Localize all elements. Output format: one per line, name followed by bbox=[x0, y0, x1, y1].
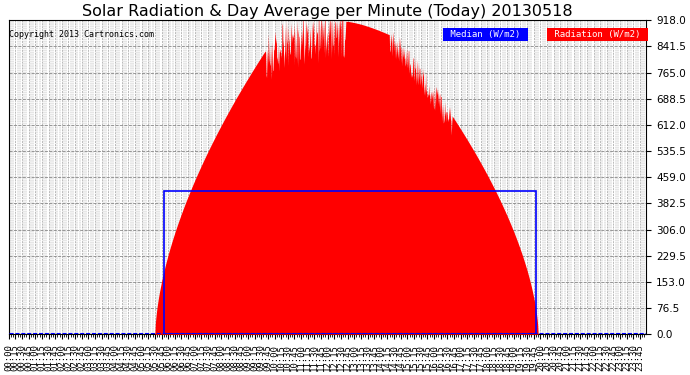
Bar bbox=[164, 190, 536, 334]
Text: Median (W/m2): Median (W/m2) bbox=[446, 30, 526, 39]
Title: Solar Radiation & Day Average per Minute (Today) 20130518: Solar Radiation & Day Average per Minute… bbox=[82, 4, 573, 19]
Text: Radiation (W/m2): Radiation (W/m2) bbox=[549, 30, 645, 39]
Text: Copyright 2013 Cartronics.com: Copyright 2013 Cartronics.com bbox=[9, 30, 155, 39]
